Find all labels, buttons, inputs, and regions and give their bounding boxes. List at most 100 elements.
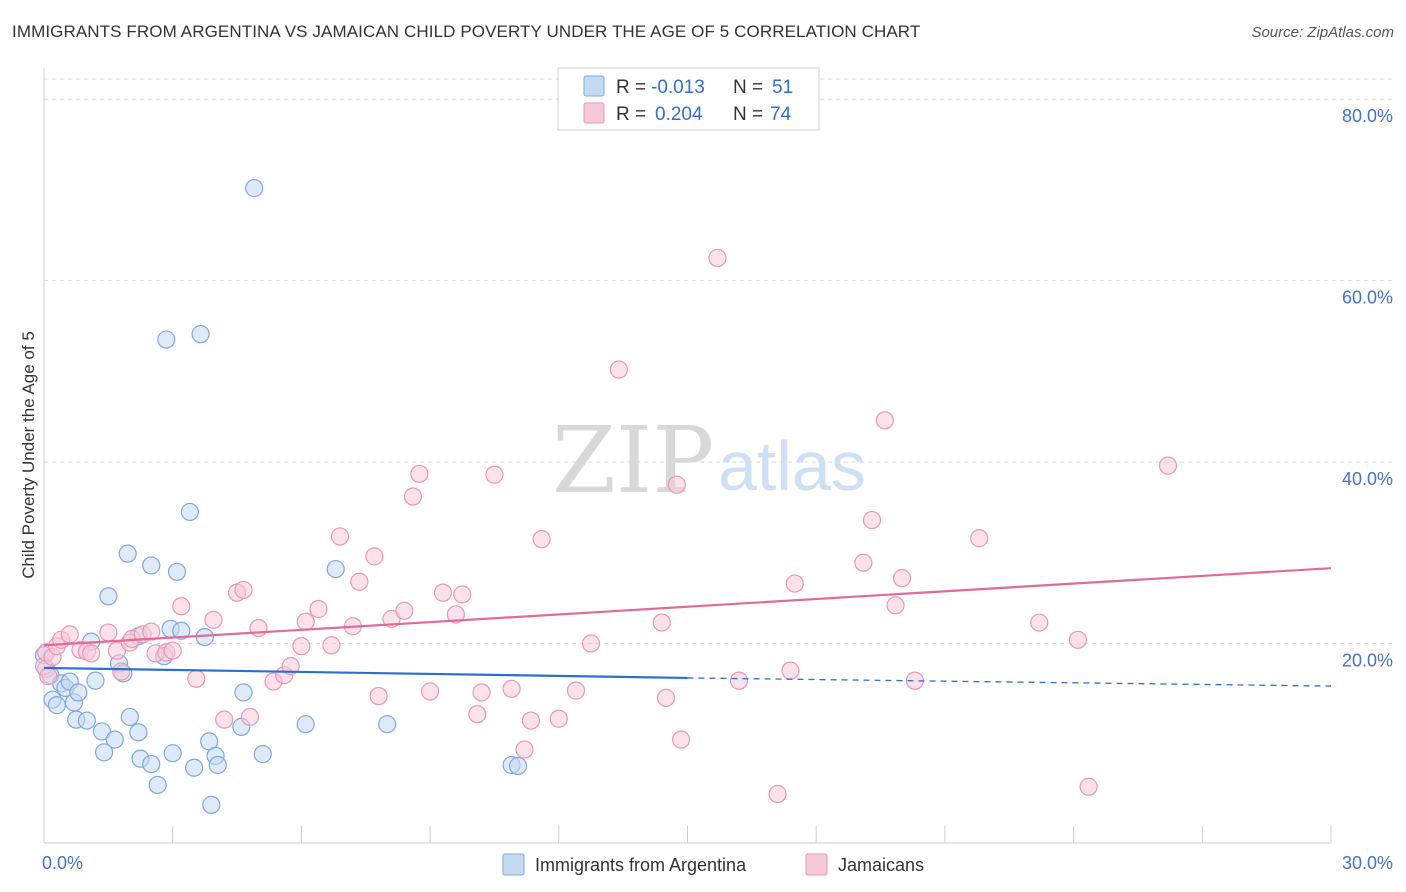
axes [43,68,1332,844]
argentina-point [148,775,167,795]
argentina-point [167,562,187,581]
jamaica-point [708,248,727,268]
jamaica-point [365,547,384,566]
jamaica-point [215,710,234,729]
jamaica-point [566,681,586,700]
jamaica-point [421,682,440,701]
jamaica-point [970,529,989,548]
argentina-point [185,758,204,777]
y-tick-label: 20.0% [1342,650,1393,670]
jamaica-point [453,585,472,604]
top-legend: R = -0.013 N = 51 R = 0.204 N = 74 [557,67,820,131]
argentina-point [191,325,210,344]
tick-labels: 20.0% 40.0% 60.0% 80.0% 0.0% 30.0% [42,106,1393,873]
jamaica-point [485,465,504,484]
argentina-point [118,544,137,563]
jamaica-point [395,601,414,620]
jamaica-point [515,740,534,759]
jamaica-point [296,612,315,631]
legend-swatch-argentina [583,75,605,97]
jamaica-point [502,679,521,698]
jamaica-point [281,657,300,676]
watermark: ZIP atlas [552,407,866,514]
jamaica-point [581,634,601,653]
argentina-trend-extension [687,677,1332,687]
argentina-point [69,683,88,702]
argentina-points [34,179,528,815]
jamaica-trend-line [43,567,1332,647]
bottom-legend: Immigrants from Argentina Jamaicans [502,853,924,876]
y-tick-label: 80.0% [1342,106,1393,126]
legend-r-label-jamaica: R = [616,104,646,125]
jamaica-point [1030,613,1049,632]
jamaica-point [187,669,206,688]
x-tick-label: 0.0% [42,853,83,873]
jamaica-point [521,711,541,730]
jamaica-point [886,596,905,615]
argentina-point [326,559,345,579]
argentina-point [92,722,112,741]
legend-n-label-argentina: N = [733,77,763,98]
jamaica-point [609,360,628,379]
jamaica-point [1079,777,1098,796]
jamaica-point [292,637,311,656]
x-tick-label: 30.0% [1342,853,1393,873]
argentina-point [129,723,148,742]
argentina-point [234,683,253,702]
bottom-legend-swatch-argentina [502,853,525,876]
jamaica-point [1158,456,1178,475]
chart-title: IMMIGRANTS FROM ARGENTINA VS JAMAICAN CH… [12,22,921,41]
jamaica-point [249,618,268,638]
jamaica-point [112,662,131,681]
jamaica-point [234,580,253,600]
bottom-legend-label-jamaica: Jamaicans [838,855,924,875]
argentina-point [142,754,161,774]
jamaica-point [309,599,328,619]
jamaica-point [410,464,429,483]
jamaica-point [172,597,191,616]
argentina-point [253,745,272,764]
argentina-point [94,743,114,762]
grid-lines [44,78,1392,644]
argentina-point [180,502,199,522]
legend-n-value-jamaica: 74 [770,104,792,125]
jamaica-point [163,641,182,660]
argentina-point [245,179,264,198]
watermark-atlas: atlas [718,427,866,505]
jamaica-point [729,671,749,690]
legend-r-value-jamaica: 0.204 [655,104,703,125]
jamaica-point [781,661,800,680]
argentina-point [86,671,105,690]
jamaica-point [330,527,350,546]
jamaica-point [204,610,223,629]
jamaica-point [322,636,341,655]
y-tick-label: 40.0% [1342,469,1393,489]
y-axis-label: Child Poverty Under the Age of 5 [19,331,38,579]
jamaica-point [652,613,671,632]
jamaica-point [240,707,260,727]
argentina-point [195,627,214,647]
jamaica-point [350,572,369,591]
y-tick-label: 60.0% [1342,288,1393,308]
legend-r-value-argentina: -0.013 [651,77,705,98]
jamaica-point [862,510,882,530]
argentina-point [172,621,191,640]
jamaica-point [854,553,873,572]
jamaica-point [667,475,686,494]
jamaica-point [532,530,551,549]
jamaica-point [107,641,127,660]
trend-lines [43,567,1332,687]
jamaica-point [785,574,804,593]
argentina-point [202,795,221,815]
bottom-legend-label-argentina: Immigrants from Argentina [535,855,747,875]
jamaica-point [875,411,894,430]
jamaica-point [472,683,491,702]
argentina-point [208,755,227,775]
jamaica-point [446,605,465,624]
jamaica-point [39,667,58,686]
jamaica-point [369,686,388,706]
argentina-point [296,715,315,734]
jamaica-point [99,623,118,642]
argentina-trend-line [43,666,688,680]
